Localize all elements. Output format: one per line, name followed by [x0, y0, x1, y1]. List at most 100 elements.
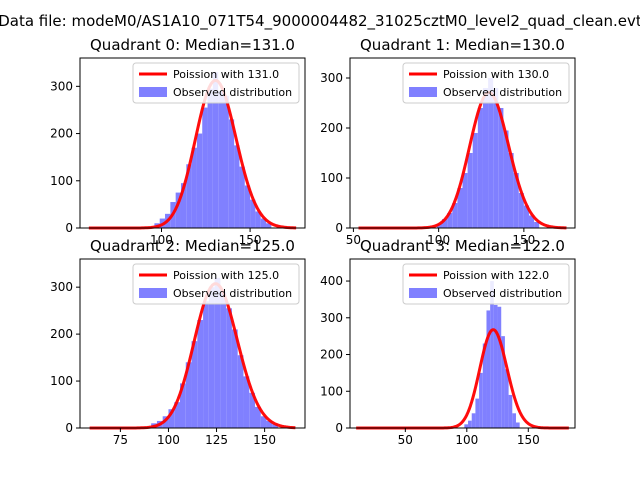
- y-tick-label: 200: [50, 127, 73, 141]
- histogram-bar: [493, 88, 499, 228]
- histogram-bar: [231, 329, 238, 428]
- legend: Poission with 122.0 Observed distribution: [402, 263, 570, 305]
- histogram-bar: [244, 185, 251, 228]
- x-tick-label: 50: [398, 433, 413, 447]
- y-tick-label: 300: [320, 311, 343, 325]
- histogram-bar: [497, 306, 502, 428]
- histogram-bar: [272, 424, 279, 428]
- histogram-bar: [501, 336, 505, 428]
- legend-line-label: Poission with 131.0: [173, 68, 279, 81]
- legend-bar-label: Observed distribution: [443, 86, 562, 99]
- y-tick-label: 300: [50, 280, 73, 294]
- x-tick-label: 150: [512, 233, 535, 247]
- histogram-bar: [197, 320, 204, 428]
- histogram-bar: [223, 95, 229, 229]
- y-tick-label: 300: [50, 79, 73, 93]
- y-tick-label: 0: [65, 221, 73, 235]
- histogram-bar: [477, 108, 483, 228]
- y-tick-label: 100: [50, 174, 73, 188]
- histogram-bar: [180, 383, 186, 428]
- histogram-bar: [518, 193, 524, 228]
- histogram-bar: [462, 173, 468, 228]
- axes-frame: [79, 57, 306, 229]
- observed-bars: [436, 78, 540, 228]
- histogram-bar: [442, 219, 448, 228]
- histogram-bar: [175, 192, 181, 228]
- panel-title: Quadrant 0: Median=131.0: [90, 36, 295, 54]
- histogram-bar: [482, 88, 489, 228]
- quadrant-3-panel: 50 100 150 0 100 200 300 400 Quadrant 3: Median=…: [320, 237, 576, 447]
- x-tick-label: 150: [239, 233, 262, 247]
- x-tick-label: 125: [205, 433, 228, 447]
- legend-bar-swatch: [139, 288, 167, 298]
- histogram-bar: [479, 372, 483, 428]
- legend-line-label: Poission with 130.0: [443, 68, 549, 81]
- histogram-bar: [208, 287, 215, 428]
- legend-box: [402, 62, 570, 104]
- histogram-bar: [534, 222, 540, 228]
- y-tick-label: 400: [320, 274, 343, 288]
- histogram-bar: [447, 213, 453, 228]
- histogram-bar: [191, 147, 197, 228]
- histogram-bar: [482, 343, 487, 428]
- y-tick-label: 200: [320, 121, 343, 135]
- histogram-bar: [228, 119, 235, 228]
- histogram-bar: [467, 153, 473, 228]
- legend: Poission with 130.0 Observed distribution: [402, 62, 570, 104]
- x-tick-label: 150: [517, 433, 540, 447]
- histogram-bar: [508, 153, 514, 228]
- histogram-bar: [234, 145, 240, 228]
- axes-frame: [79, 258, 306, 429]
- histogram-bar: [512, 413, 516, 428]
- histogram-bar: [255, 211, 261, 228]
- histogram-bar: [490, 281, 494, 428]
- histogram-bar: [498, 108, 504, 228]
- y-tick-label: 0: [335, 421, 343, 435]
- y-tick-label: 0: [65, 421, 73, 435]
- histogram-bar: [488, 78, 494, 228]
- x-tick-label: 100: [427, 233, 450, 247]
- legend-bar-swatch: [409, 87, 437, 97]
- histogram-bar: [493, 304, 498, 428]
- histogram-bar: [186, 164, 192, 228]
- legend: Poission with 131.0 Observed distribution: [132, 62, 300, 104]
- histogram-bar: [214, 277, 221, 428]
- histogram-bar: [475, 398, 480, 428]
- histogram-bar: [239, 166, 245, 228]
- histogram-bar: [255, 406, 261, 428]
- histogram-bar: [486, 310, 491, 428]
- axes-frame: [349, 258, 576, 429]
- histogram-bar: [452, 203, 458, 228]
- histogram-bar: [250, 199, 256, 228]
- histogram-bar: [515, 422, 520, 428]
- y-tick-label: 300: [320, 71, 343, 85]
- histogram-bar: [472, 133, 478, 228]
- panel-title: Quadrant 2: Median=125.0: [90, 237, 295, 255]
- panel-title: Quadrant 3: Median=122.0: [360, 237, 565, 255]
- quadrant-1-panel: 50 100 150 0 100 200 300 Quadrant 1: Median=130…: [320, 36, 576, 247]
- histogram-bar: [180, 183, 187, 228]
- histogram-bar: [266, 223, 272, 228]
- legend-bar-swatch: [139, 87, 167, 97]
- y-tick-label: 200: [320, 348, 343, 362]
- histogram-bar: [191, 341, 198, 428]
- histogram-bar: [523, 205, 529, 228]
- histogram-bar: [207, 88, 213, 228]
- histogram-bar: [513, 173, 519, 228]
- histogram-bar: [174, 402, 180, 428]
- histogram-bar: [436, 224, 443, 228]
- observed-bars: [154, 72, 272, 229]
- histogram-bar: [503, 130, 509, 228]
- legend-line-label: Poission with 122.0: [443, 269, 549, 282]
- y-tick-label: 0: [335, 221, 343, 235]
- x-tick-label: 100: [157, 433, 180, 447]
- histogram-bar: [266, 420, 273, 428]
- histogram-bar: [203, 301, 209, 428]
- y-tick-label: 200: [50, 327, 73, 341]
- histogram-bar: [168, 409, 175, 428]
- x-tick-label: 100: [150, 233, 173, 247]
- histogram-bar: [202, 107, 208, 228]
- histogram-bar: [528, 215, 535, 228]
- histogram-bar: [220, 291, 227, 428]
